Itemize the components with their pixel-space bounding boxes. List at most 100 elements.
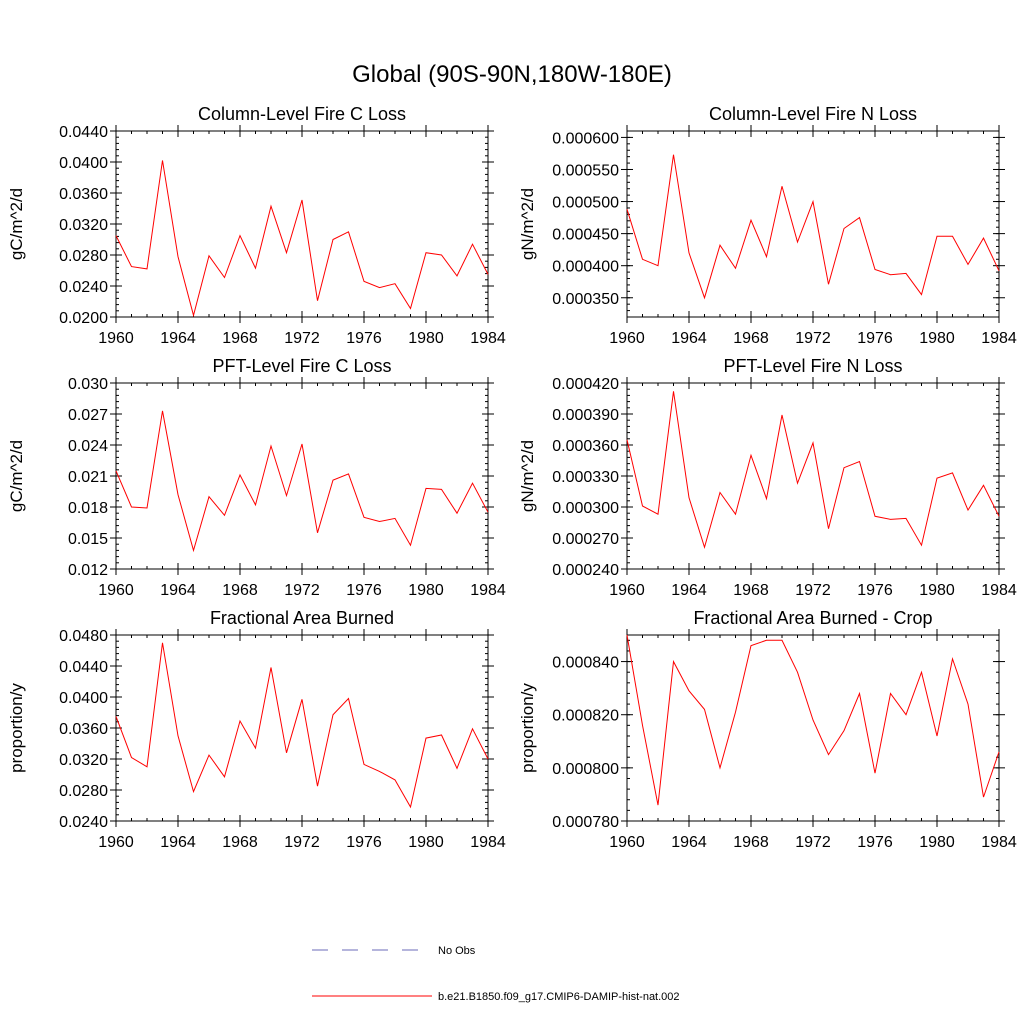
x-tick-label: 1980 bbox=[408, 330, 444, 347]
panel-2: 1960 1964 1968 1972 1976 1980 1984 0.000350 0.00… bbox=[518, 104, 1017, 347]
plot-frame bbox=[115, 634, 489, 822]
y-tick-label: 0.030 bbox=[68, 376, 108, 393]
x-tick-label: 1976 bbox=[857, 582, 893, 599]
y-tick-label: 0.0480 bbox=[59, 628, 108, 645]
x-tick-label: 1964 bbox=[160, 834, 196, 851]
x-tick-label: 1968 bbox=[733, 330, 769, 347]
y-tick-label: 0.0320 bbox=[59, 752, 108, 769]
legend-obs-label: No Obs bbox=[438, 945, 476, 957]
x-tick-label: 1968 bbox=[733, 582, 769, 599]
x-tick-label: 1972 bbox=[795, 582, 831, 599]
panel-title: PFT-Level Fire C Loss bbox=[212, 356, 391, 376]
plot-frame bbox=[626, 130, 1000, 318]
y-tick-label: 0.0280 bbox=[59, 783, 108, 800]
series-line bbox=[626, 391, 1000, 550]
y-tick-label: 0.000360 bbox=[552, 438, 619, 455]
y-tick-label: 0.0200 bbox=[59, 310, 108, 327]
y-tick-label: 0.000270 bbox=[552, 531, 619, 548]
x-tick-label: 1964 bbox=[671, 834, 707, 851]
x-tick-label: 1972 bbox=[795, 834, 831, 851]
panel-title: Fractional Area Burned bbox=[210, 608, 394, 628]
y-axis-label: gC/m^2/d bbox=[7, 188, 26, 260]
x-tick-label: 1980 bbox=[408, 834, 444, 851]
x-tick-label: 1980 bbox=[919, 582, 955, 599]
x-tick-label: 1960 bbox=[98, 582, 134, 599]
y-tick-label: 0.000780 bbox=[552, 814, 619, 831]
x-tick-label: 1972 bbox=[284, 330, 320, 347]
y-tick-label: 0.000840 bbox=[552, 655, 619, 672]
plot-frame bbox=[626, 634, 1000, 822]
y-tick-label: 0.0280 bbox=[59, 248, 108, 265]
x-tick-label: 1968 bbox=[222, 330, 258, 347]
x-tick-label: 1976 bbox=[857, 330, 893, 347]
y-tick-label: 0.024 bbox=[68, 438, 108, 455]
y-tick-label: 0.000420 bbox=[552, 376, 619, 393]
y-tick-label: 0.000330 bbox=[552, 469, 619, 486]
y-tick-label: 0.018 bbox=[68, 500, 108, 517]
panel-3: 1960 1964 1968 1972 1976 1980 1984 0.012 0.015 0.… bbox=[7, 356, 506, 599]
panel-title: PFT-Level Fire N Loss bbox=[723, 356, 902, 376]
y-tick-label: 0.0240 bbox=[59, 814, 108, 831]
y-axis-label: proportion/y bbox=[7, 683, 26, 773]
x-tick-label: 1984 bbox=[470, 834, 506, 851]
legend: No Obs b.e21.B1850.f09_g17.CMIP6-DAMIP-h… bbox=[312, 945, 680, 1003]
x-tick-label: 1976 bbox=[346, 834, 382, 851]
panel-title: Column-Level Fire N Loss bbox=[709, 104, 917, 124]
x-tick-label: 1960 bbox=[98, 834, 134, 851]
y-tick-label: 0.000600 bbox=[552, 130, 619, 147]
y-tick-label: 0.000550 bbox=[552, 162, 619, 179]
y-tick-label: 0.000400 bbox=[552, 259, 619, 276]
x-tick-label: 1968 bbox=[733, 834, 769, 851]
plot-frame bbox=[115, 130, 489, 318]
y-tick-label: 0.0400 bbox=[59, 690, 108, 707]
series-line bbox=[626, 634, 1000, 806]
y-tick-label: 0.0440 bbox=[59, 124, 108, 141]
series-line bbox=[115, 410, 489, 553]
y-axis-label: gC/m^2/d bbox=[7, 440, 26, 512]
y-tick-label: 0.000300 bbox=[552, 500, 619, 517]
y-tick-label: 0.000500 bbox=[552, 195, 619, 212]
x-tick-label: 1968 bbox=[222, 582, 258, 599]
x-tick-label: 1972 bbox=[284, 582, 320, 599]
x-tick-label: 1976 bbox=[346, 582, 382, 599]
y-tick-label: 0.000800 bbox=[552, 761, 619, 778]
y-axis-label: gN/m^2/d bbox=[518, 188, 537, 260]
y-tick-label: 0.012 bbox=[68, 562, 108, 579]
y-tick-label: 0.0320 bbox=[59, 217, 108, 234]
x-tick-label: 1980 bbox=[919, 330, 955, 347]
x-tick-label: 1960 bbox=[98, 330, 134, 347]
y-tick-label: 0.000240 bbox=[552, 562, 619, 579]
x-tick-label: 1960 bbox=[609, 330, 645, 347]
x-tick-label: 1960 bbox=[609, 582, 645, 599]
x-tick-label: 1972 bbox=[795, 330, 831, 347]
plot-frame bbox=[115, 382, 489, 570]
panel-1: 1960 1964 1968 1972 1976 1980 1984 0.0200 0.0240… bbox=[7, 104, 506, 347]
x-tick-label: 1984 bbox=[470, 582, 506, 599]
y-tick-label: 0.000390 bbox=[552, 407, 619, 424]
y-tick-label: 0.000350 bbox=[552, 291, 619, 308]
y-tick-label: 0.0440 bbox=[59, 659, 108, 676]
x-tick-label: 1980 bbox=[919, 834, 955, 851]
x-tick-label: 1964 bbox=[671, 330, 707, 347]
x-tick-label: 1984 bbox=[981, 330, 1017, 347]
x-tick-label: 1964 bbox=[671, 582, 707, 599]
y-tick-label: 0.015 bbox=[68, 531, 108, 548]
x-tick-label: 1984 bbox=[470, 330, 506, 347]
x-tick-label: 1976 bbox=[857, 834, 893, 851]
y-axis-label: gN/m^2/d bbox=[518, 440, 537, 512]
x-tick-label: 1976 bbox=[346, 330, 382, 347]
x-tick-label: 1984 bbox=[981, 834, 1017, 851]
y-tick-label: 0.027 bbox=[68, 407, 108, 424]
y-tick-label: 0.0400 bbox=[59, 155, 108, 172]
series-line bbox=[115, 642, 489, 809]
y-tick-label: 0.0360 bbox=[59, 721, 108, 738]
y-tick-label: 0.000820 bbox=[552, 708, 619, 725]
y-tick-label: 0.0240 bbox=[59, 279, 108, 296]
x-tick-label: 1964 bbox=[160, 582, 196, 599]
x-tick-label: 1968 bbox=[222, 834, 258, 851]
series-line bbox=[626, 154, 1000, 300]
panel-4: 1960 1964 1968 1972 1976 1980 1984 0.000240 0.00… bbox=[518, 356, 1017, 599]
panel-5: 1960 1964 1968 1972 1976 1980 1984 0.0240 0.0280… bbox=[7, 608, 506, 851]
x-tick-label: 1980 bbox=[408, 582, 444, 599]
